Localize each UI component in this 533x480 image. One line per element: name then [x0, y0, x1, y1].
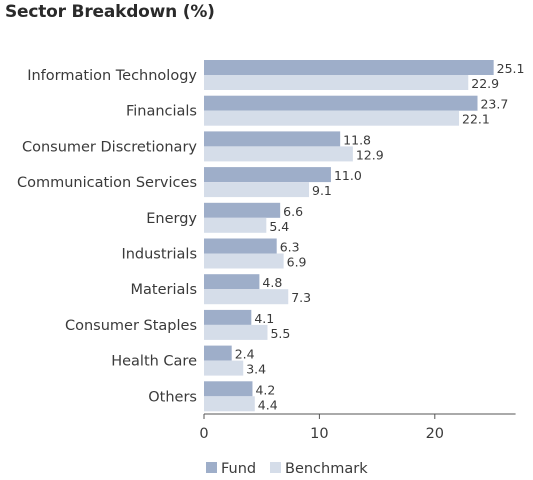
legend-item-benchmark: Benchmark: [270, 461, 368, 477]
legend-label: Benchmark: [285, 461, 368, 477]
chart-title: Sector Breakdown (%): [5, 2, 215, 22]
fund-bar: [204, 131, 341, 147]
fund-value-label: 25.1: [497, 61, 525, 76]
category-label: Information Technology: [27, 68, 197, 84]
fund-bar: [204, 167, 331, 183]
fund-value-label: 23.7: [480, 97, 508, 112]
benchmark-value-label: 22.9: [471, 76, 499, 91]
category-group: Financials 23.722.1: [126, 95, 508, 127]
fund-bar: [204, 202, 281, 218]
benchmark-value-label: 4.4: [258, 397, 278, 412]
fund-value-label: 6.6: [283, 204, 303, 219]
x-tick-label: 0: [199, 426, 208, 442]
fund-bar: [204, 309, 252, 325]
category-group: Others 4.24.4: [148, 381, 278, 412]
benchmark-bar: [204, 360, 244, 376]
fund-value-label: 11.0: [334, 168, 362, 183]
x-tick-label: 10: [310, 426, 328, 442]
plot-area: Information Technology 25.122.9 Financials…: [17, 60, 524, 442]
category-label: Consumer Staples: [65, 318, 197, 334]
fund-bar: [204, 238, 277, 254]
benchmark-value-label: 3.4: [246, 362, 266, 377]
category-label: Industrials: [121, 247, 197, 263]
benchmark-bar: [204, 324, 268, 340]
fund-bar: [204, 345, 232, 361]
benchmark-value-label: 22.1: [462, 112, 490, 127]
legend-label: Fund: [221, 461, 256, 477]
category-label: Consumer Discretionary: [22, 139, 197, 155]
category-group: Health Care 2.43.4: [111, 345, 266, 377]
fund-value-label: 2.4: [235, 347, 255, 362]
category-label: Financials: [126, 104, 197, 120]
fund-value-label: 4.8: [262, 275, 282, 290]
benchmark-bar: [204, 217, 267, 233]
benchmark-bar: [204, 146, 353, 162]
benchmark-bar: [204, 110, 460, 126]
legend-item-fund: Fund: [206, 461, 256, 477]
fund-value-label: 11.8: [343, 132, 371, 147]
fund-bar: [204, 60, 494, 75]
benchmark-bar: [204, 253, 284, 269]
fund-bar: [204, 381, 253, 397]
fund-value-label: 4.2: [255, 382, 275, 397]
legend: Fund Benchmark: [206, 461, 368, 477]
category-group: Materials 4.8 7.3: [131, 274, 311, 305]
category-label: Health Care: [111, 354, 197, 370]
category-group: Industrials 6.36.9: [121, 238, 307, 270]
benchmark-value-label: 5.4: [269, 219, 289, 234]
benchmark-value-label: 7.3: [291, 290, 311, 305]
fund-value-label: 4.1: [254, 311, 274, 326]
category-group: Information Technology 25.122.9: [27, 60, 524, 91]
benchmark-bar: [204, 396, 255, 412]
legend-swatch: [270, 462, 281, 473]
category-group: Consumer Discretionary 11.812.9: [22, 131, 384, 162]
fund-bar: [204, 274, 260, 290]
category-label: Communication Services: [17, 175, 197, 191]
benchmark-bar: [204, 182, 310, 198]
benchmark-value-label: 12.9: [356, 147, 384, 162]
benchmark-value-label: 6.9: [287, 255, 307, 270]
benchmark-bar: [204, 289, 289, 305]
category-label: Materials: [131, 282, 197, 298]
fund-bar: [204, 95, 478, 111]
category-label: Energy: [146, 211, 197, 227]
category-group: Energy 6.65.4: [146, 202, 303, 234]
benchmark-value-label: 5.5: [270, 326, 290, 341]
legend-swatch: [206, 462, 217, 473]
category-label: Others: [148, 389, 197, 405]
benchmark-bar: [204, 75, 469, 90]
category-group: Communication Services 11.09.1: [17, 167, 362, 198]
x-tick-label: 20: [426, 426, 444, 442]
benchmark-value-label: 9.1: [312, 183, 332, 198]
category-group: Consumer Staples 4.15.5: [65, 309, 290, 341]
fund-value-label: 6.3: [280, 240, 300, 255]
